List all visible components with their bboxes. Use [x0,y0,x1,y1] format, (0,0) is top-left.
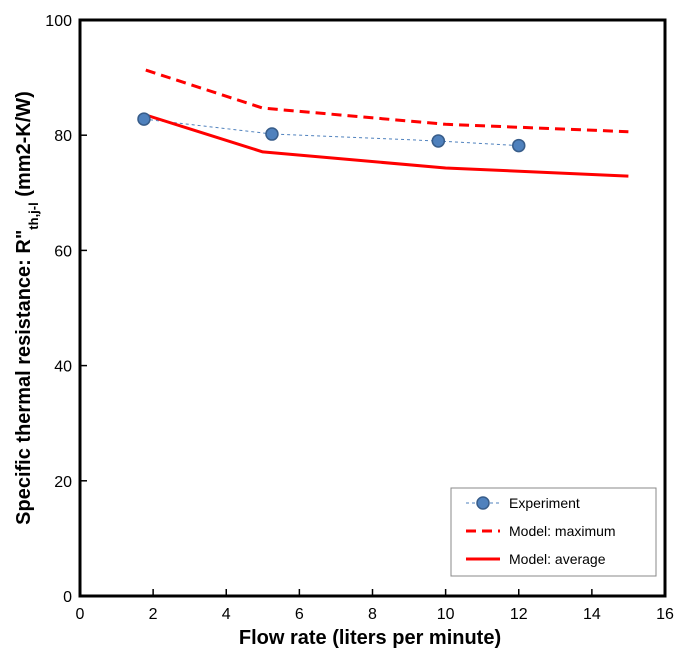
legend-label-1: Model: maximum [509,523,616,539]
y-axis-title-unit: (mm2-K/W) [13,91,35,202]
x-tick-label-1: 2 [149,606,158,623]
legend-marker-0 [476,496,490,510]
y-tick-label-2: 40 [54,359,72,376]
x-tick-label-5: 10 [437,606,455,623]
x-tick-label-3: 6 [295,606,304,623]
y-axis-title-subscript: th,j-l [26,202,41,229]
x-tick-label-7: 14 [583,606,601,623]
experiment-point-2 [431,134,446,148]
x-axis-title: Flow rate (liters per minute) [239,627,501,649]
x-tick-label-6: 12 [510,606,528,623]
legend-label-2: Model: average [509,551,606,567]
series-line-1 [145,68,629,134]
y-tick-label-4: 80 [54,128,72,145]
x-tick-label-0: 0 [76,606,85,623]
y-tick-label-1: 20 [54,474,72,491]
series-line-0 [143,118,519,147]
series-line-2 [145,113,629,178]
x-tick-label-2: 4 [222,606,231,623]
experiment-point-3 [512,138,526,153]
legend: Experiment Model: maximum Model: average [450,487,657,577]
y-axis-title-main: Specific thermal resistance: R" [13,230,35,525]
y-tick-label-3: 60 [54,243,72,260]
y-axis-title: Specific thermal resistance: R"th,j-l (m… [13,91,41,525]
experiment-point-0 [137,112,151,126]
y-tick-label-0: 0 [63,589,72,606]
legend-items: Experiment Model: maximum Model: average [466,495,616,567]
experiment-point-1 [265,127,279,141]
y-tick-label-5: 100 [45,13,72,30]
x-tick-label-4: 8 [368,606,377,623]
chart-marks [137,68,629,178]
x-tick-label-8: 16 [656,606,674,623]
legend-label-0: Experiment [509,495,580,511]
